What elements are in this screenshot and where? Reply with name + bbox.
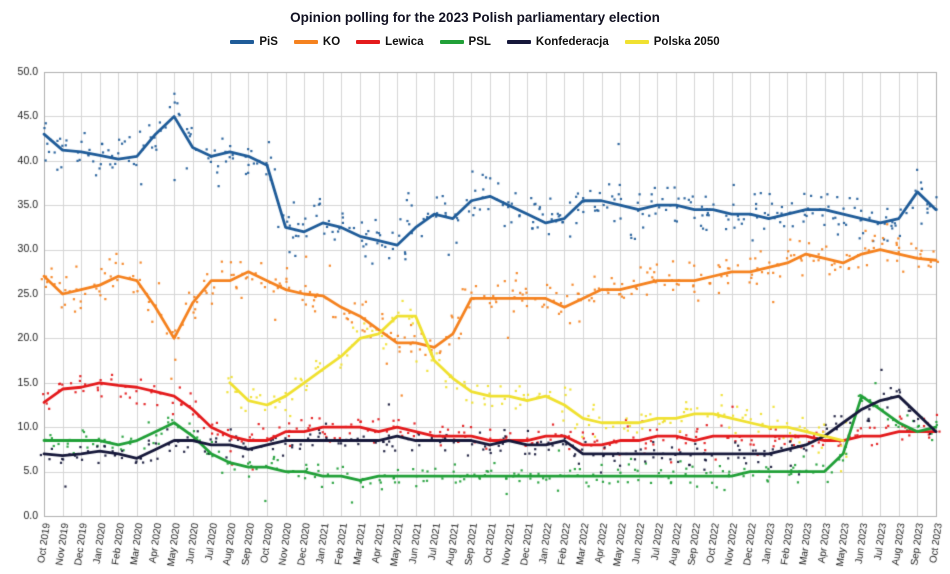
legend-item-psl: PSL xyxy=(439,36,491,48)
legend-swatch xyxy=(439,40,464,44)
legend-item-polska-2050: Polska 2050 xyxy=(624,36,720,48)
legend-label: Konfederacja xyxy=(535,36,609,48)
legend-label: Polska 2050 xyxy=(653,36,720,48)
chart-legend: PiS KO Lewica PSL Konfederacja Polska 2050 xyxy=(0,36,950,48)
legend-swatch xyxy=(624,40,649,44)
legend-item-ko: KO xyxy=(293,36,341,48)
legend-label: PSL xyxy=(468,36,491,48)
legend-label: KO xyxy=(322,36,341,48)
legend-label: PiS xyxy=(259,36,278,48)
legend-swatch xyxy=(230,40,255,44)
legend-swatch xyxy=(506,40,531,44)
legend-item-pis: PiS xyxy=(230,36,278,48)
legend-label: Lewica xyxy=(385,36,424,48)
legend-item-lewica: Lewica xyxy=(356,36,424,48)
legend-swatch xyxy=(356,40,381,44)
legend-item-konfederacja: Konfederacja xyxy=(506,36,609,48)
legend-swatch xyxy=(293,40,318,44)
chart-title: Opinion polling for the 2023 Polish parl… xyxy=(290,10,660,25)
